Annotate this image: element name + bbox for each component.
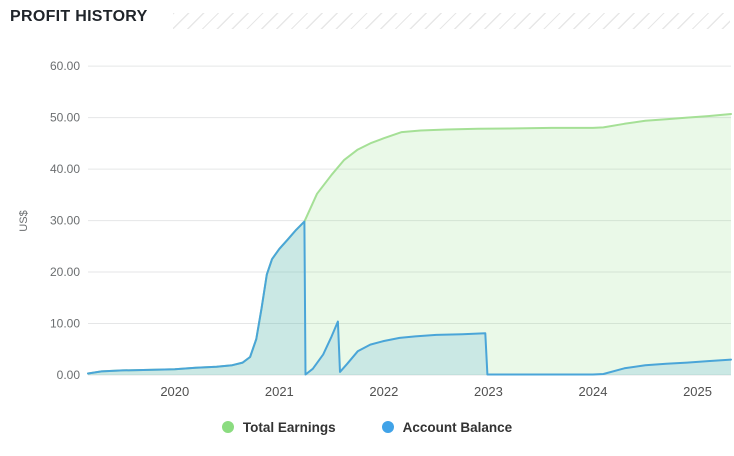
account-balance-swatch-icon <box>381 421 394 433</box>
legend-label-account-balance: Account Balance <box>402 419 513 435</box>
profit-history-chart: 0.00 10.00 20.00 30.00 40.00 50.00 60.00 2020 20… <box>18 59 732 399</box>
account-balance-area <box>88 221 731 375</box>
x-tick-label: 2024 <box>579 384 608 399</box>
chart-legend: Total Earnings Account Balance <box>0 414 734 440</box>
legend-label-total-earnings: Total Earnings <box>242 419 336 435</box>
y-tick-label: 50.00 <box>50 111 80 125</box>
legend-item-account-balance[interactable]: Account Balance <box>381 419 513 435</box>
chart-canvas: 0.00 10.00 20.00 30.00 40.00 50.00 60.00 2020 20… <box>18 59 732 399</box>
page-title: PROFIT HISTORY <box>10 8 148 25</box>
x-tick-label: 2020 <box>160 384 189 399</box>
y-tick-label: 0.00 <box>57 368 81 382</box>
total-earnings-swatch-icon <box>221 421 234 433</box>
account-balance-line <box>87 220 732 376</box>
x-tick-label: 2022 <box>369 384 398 399</box>
y-tick-label: 20.00 <box>50 265 80 279</box>
hatch-decoration <box>173 13 730 29</box>
x-tick-label: 2023 <box>474 384 503 399</box>
y-tick-label: 10.00 <box>50 317 80 331</box>
x-tick-label: 2025 <box>683 384 712 399</box>
total-earnings-area <box>88 114 731 375</box>
widget-header: PROFIT HISTORY <box>0 0 734 40</box>
x-tick-label: 2021 <box>265 384 294 399</box>
y-tick-label: 30.00 <box>50 214 80 228</box>
y-axis-title: US$ <box>18 210 30 231</box>
y-tick-label: 40.00 <box>50 162 80 176</box>
legend-item-total-earnings[interactable]: Total Earnings <box>221 419 336 435</box>
y-tick-label: 60.00 <box>50 59 80 73</box>
